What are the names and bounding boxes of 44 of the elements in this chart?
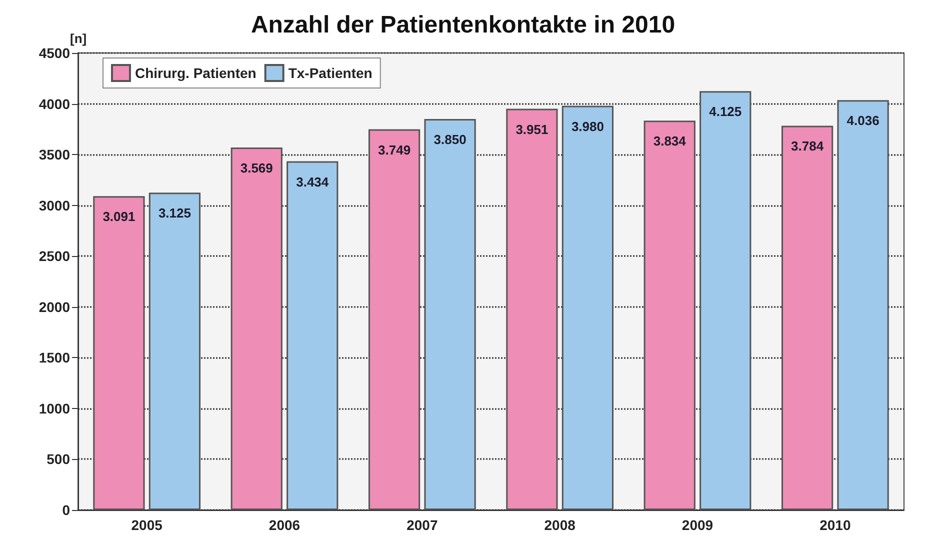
chart-title: Anzahl der Patientenkontakte in 2010	[250, 12, 676, 38]
data-label: 3.850	[434, 132, 466, 148]
data-label: 3.834	[653, 134, 687, 149]
data-label: 3.091	[102, 209, 136, 224]
bar	[837, 100, 889, 510]
x-tick-label: 2009	[682, 517, 714, 533]
y-tick-label: 3500	[38, 146, 70, 163]
x-tick-label: 2006	[268, 517, 300, 533]
y-tick-label: 500	[46, 451, 70, 468]
y-tick-label: 2500	[38, 248, 70, 264]
data-label: 3.951	[516, 122, 548, 137]
data-label: 4.036	[846, 113, 880, 128]
y-axis-title: [n]	[70, 31, 87, 46]
data-label: 4.125	[709, 104, 742, 120]
y-tick-label: 1000	[38, 400, 70, 416]
x-tick-label: 2007	[406, 517, 438, 533]
y-tick-label: 2000	[38, 298, 70, 315]
bar	[506, 108, 558, 510]
data-label: 3.125	[158, 206, 191, 221]
data-label: 3.434	[296, 174, 330, 190]
y-tick-label: 4500	[38, 45, 70, 61]
bar	[148, 192, 201, 510]
x-tick-label: 2010	[820, 517, 851, 533]
bar	[562, 106, 614, 510]
bar	[781, 126, 834, 510]
legend-label: Chirurg. Patienten	[135, 65, 256, 81]
bar	[368, 129, 420, 510]
bar	[286, 161, 338, 510]
data-label: 3.569	[240, 160, 273, 176]
y-tick-label: 0	[62, 502, 70, 518]
bar	[230, 148, 282, 510]
y-tick-label: 4000	[38, 96, 70, 112]
y-tick-label: 3000	[38, 197, 70, 214]
bar	[644, 120, 696, 510]
y-tick-label: 1500	[38, 350, 70, 366]
x-tick-label: 2008	[544, 517, 576, 533]
bar	[424, 119, 476, 510]
data-label: 3.784	[791, 138, 824, 154]
legend-label: Tx-Patienten	[288, 65, 372, 81]
bar	[93, 196, 145, 510]
x-tick-label: 2005	[131, 517, 163, 533]
data-label: 3.749	[378, 142, 411, 158]
bar	[700, 91, 752, 510]
data-label: 3.980	[571, 118, 604, 134]
